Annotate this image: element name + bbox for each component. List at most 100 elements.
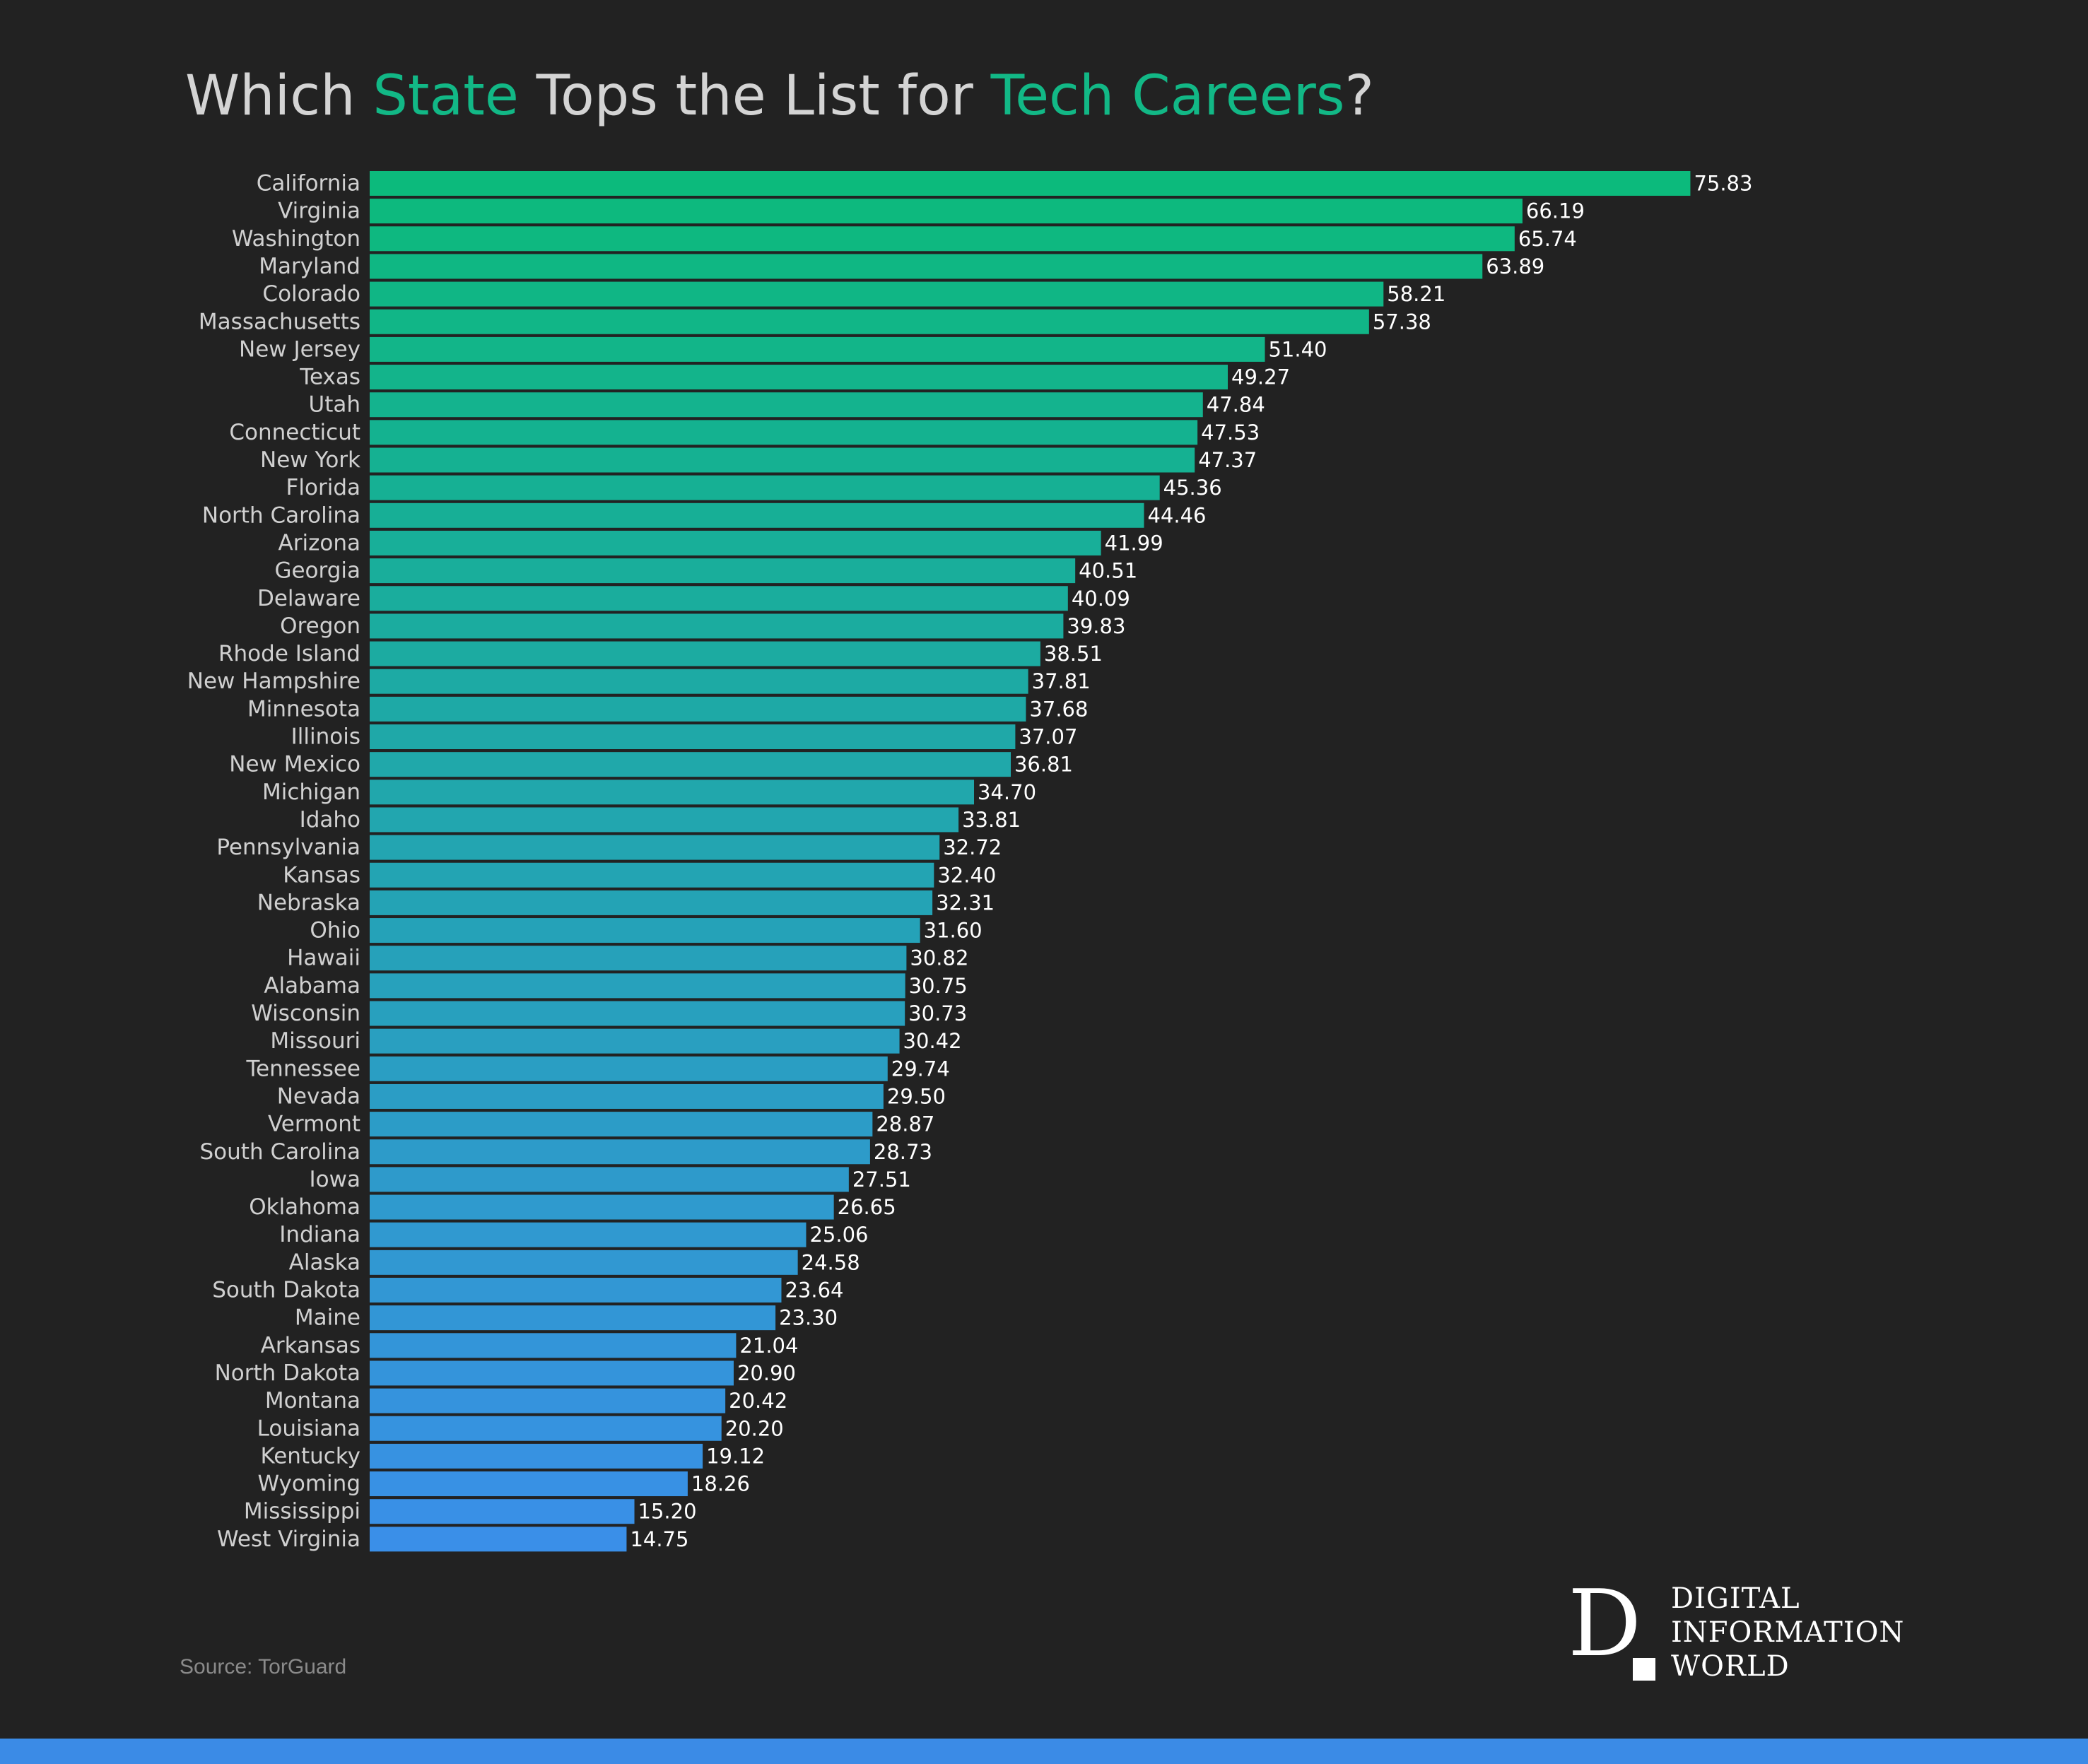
category-label: Nebraska [257,890,360,915]
value-label: 47.37 [1198,448,1257,472]
bar-hawaii [370,946,907,971]
bar-south-carolina [370,1139,870,1165]
value-label: 29.50 [887,1084,946,1108]
value-label: 19.12 [706,1444,765,1468]
value-label: 38.51 [1044,642,1103,666]
category-label: North Dakota [215,1360,360,1386]
title-highlight-tech-careers: Tech Careers [990,64,1345,128]
category-label: Georgia [274,558,360,584]
value-label: 58.21 [1387,282,1445,306]
bar-north-carolina [370,502,1144,528]
bar-ohio [370,918,920,943]
category-label: Oregon [280,613,360,639]
value-label: 15.20 [638,1500,697,1524]
category-label: New Mexico [229,752,360,777]
category-label: North Carolina [202,502,360,528]
bar-mississippi [370,1499,635,1524]
value-label: 66.19 [1526,199,1585,223]
value-label: 34.70 [978,780,1036,804]
value-label: 75.83 [1694,172,1752,196]
bar-new-jersey [370,336,1265,362]
source-note: Source: TorGuard [180,1655,347,1678]
bar-iowa [370,1167,849,1192]
category-label: Virginia [278,199,360,224]
bar-arizona [370,530,1101,555]
bar-kansas [370,862,934,888]
bar-kentucky [370,1443,703,1469]
value-label: 32.31 [936,890,995,915]
title-part-1: Which [185,64,373,128]
bar-rhode-island [370,641,1040,666]
category-label: Louisiana [257,1416,360,1441]
bar-minnesota [370,696,1026,722]
bar-nevada [370,1083,884,1109]
category-label: Oklahoma [249,1194,360,1220]
bar-west-virginia [370,1527,627,1552]
value-label: 37.68 [1029,697,1088,721]
value-label: 14.75 [630,1527,688,1551]
bar-wyoming [370,1471,688,1497]
category-label: Texas [299,365,360,390]
logo-line-2: INFORMATION [1671,1616,1905,1649]
chart-title: Which State Tops the List for Tech Caree… [185,61,1374,131]
category-label: Vermont [268,1112,360,1137]
category-label: Indiana [279,1222,360,1247]
value-label: 41.99 [1105,531,1163,555]
value-label: 24.58 [802,1250,860,1274]
category-label: Delaware [257,586,360,611]
value-label: 47.53 [1201,421,1260,445]
value-label: 20.42 [729,1389,787,1413]
bar-massachusetts [370,309,1369,334]
category-label: Rhode Island [218,641,360,666]
bar-connecticut [370,420,1198,445]
category-label: Florida [286,475,360,500]
bar-nebraska [370,890,933,915]
category-label: Missouri [270,1028,360,1054]
category-label: Maine [295,1305,360,1331]
category-label: Colorado [262,281,360,307]
value-label: 37.07 [1019,725,1077,749]
category-label: Arizona [278,530,360,555]
category-label: Illinois [291,724,360,750]
bar-montana [370,1388,726,1413]
value-label: 40.09 [1072,587,1130,611]
value-label: 45.36 [1163,476,1222,500]
title-highlight-state: State [373,64,519,128]
category-label: Idaho [300,807,360,833]
category-label: Alaska [289,1250,360,1275]
value-label: 32.72 [943,835,1002,859]
value-label: 30.42 [903,1029,962,1053]
value-label: 57.38 [1373,310,1431,334]
category-label: New York [260,447,360,473]
value-label: 30.75 [909,974,968,998]
bar-maryland [370,254,1483,279]
category-label: Wyoming [257,1471,360,1497]
bar-georgia [370,558,1076,584]
value-label: 23.64 [785,1278,843,1303]
value-label: 37.81 [1032,669,1091,693]
category-label: Kentucky [260,1443,360,1469]
value-label: 26.65 [838,1195,896,1219]
value-label: 30.73 [908,1001,967,1025]
category-label: Montana [265,1388,360,1413]
bar-idaho [370,807,959,833]
bar-alabama [370,973,905,999]
category-label: California [257,171,360,196]
title-part-3: ? [1344,64,1374,128]
bar-louisiana [370,1416,722,1441]
category-label: New Jersey [239,336,360,362]
value-label: 33.81 [962,808,1021,832]
logo-d-mark: D [1568,1570,1642,1677]
bar-new-hampshire [370,669,1028,694]
bar-washington [370,226,1515,252]
category-label: Tennessee [245,1056,360,1081]
category-label: Utah [309,392,361,418]
bar-wisconsin [370,1001,905,1026]
value-label: 23.30 [779,1306,838,1330]
category-label: Kansas [283,862,360,888]
bar-delaware [370,586,1068,611]
bar-alaska [370,1250,798,1275]
category-label: South Carolina [200,1139,361,1165]
value-label: 18.26 [691,1472,750,1496]
